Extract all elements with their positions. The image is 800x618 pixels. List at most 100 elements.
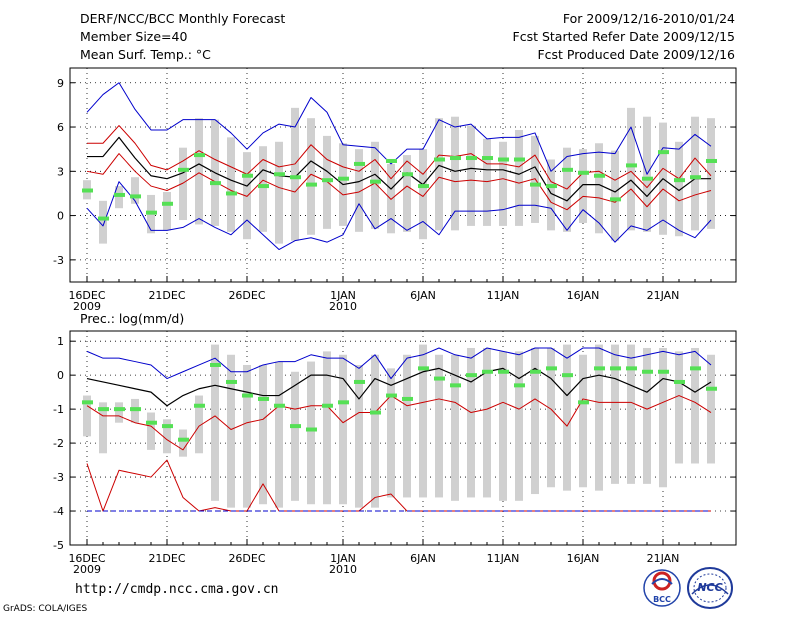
spread-bar [675, 141, 683, 237]
spread-bar [195, 395, 203, 454]
y-tick-label: 0 [57, 210, 64, 223]
spread-bar [531, 347, 539, 495]
median-mark [242, 393, 253, 398]
median-mark [338, 400, 349, 405]
median-mark [706, 386, 717, 391]
median-mark [210, 181, 221, 186]
spread-bar [579, 354, 587, 488]
bcc-logo-text: BCC [653, 595, 671, 604]
spread-bar [115, 402, 123, 423]
spread-bar [483, 347, 491, 498]
spread-bar [195, 118, 203, 225]
spread-bar [707, 118, 715, 229]
median-mark [194, 403, 205, 408]
spread-bar [99, 402, 107, 454]
median-mark [578, 400, 589, 405]
mean-line [87, 136, 711, 202]
spread-bar [147, 412, 155, 450]
spread-bar [259, 146, 267, 232]
spread-bar [227, 354, 235, 508]
median-mark [530, 182, 541, 187]
lower-quartile-line [86, 153, 712, 211]
median-mark [658, 369, 669, 374]
spread-bar [307, 118, 315, 235]
y-tick-label: 9 [57, 77, 64, 90]
x-tick-year: 2010 [329, 300, 357, 313]
median-mark [370, 179, 381, 184]
upper-quartile-line [87, 125, 712, 190]
median-mark [226, 191, 237, 196]
y-tick-label: -1 [53, 403, 64, 416]
spread-bar [419, 344, 427, 498]
median-mark [594, 173, 605, 178]
median-mark [114, 407, 125, 412]
bcc-logo: BCC [643, 569, 681, 607]
y-tick-label: -5 [53, 539, 64, 552]
spread-bar [115, 186, 123, 209]
x-tick-label: 26DEC [228, 289, 265, 302]
median-mark [130, 194, 141, 199]
x-tick-label: 1JAN [330, 552, 356, 565]
median-mark [690, 366, 701, 371]
median-mark [274, 172, 285, 177]
x-tick-label: 6JAN [410, 289, 436, 302]
median-mark [610, 366, 621, 371]
median-mark [546, 184, 557, 189]
min-line [86, 181, 712, 251]
x-tick-label: 6JAN [410, 552, 436, 565]
median-mark [482, 369, 493, 374]
spread-bar [467, 125, 475, 226]
spread-bar [99, 200, 107, 244]
max-line [86, 82, 712, 175]
spread-bar [627, 107, 635, 231]
median-mark [370, 410, 381, 415]
x-tick-label: 11JAN [487, 552, 520, 565]
chart-title: DERF/NCC/BCC Monthly Forecast [80, 11, 286, 26]
spread-bar [259, 364, 267, 505]
source-url[interactable]: http://cmdp.ncc.cma.gov.cn [75, 582, 279, 597]
median-mark [162, 424, 173, 429]
spread-bar [627, 344, 635, 484]
spread-bar [243, 364, 251, 508]
spread-bar [339, 354, 347, 505]
median-mark [386, 393, 397, 398]
max-line [86, 347, 712, 380]
x-tick-label: 21DEC [148, 289, 185, 302]
y-tick-label: -3 [53, 254, 64, 267]
median-mark [690, 175, 701, 180]
median-mark [354, 161, 365, 166]
member-size: Member Size=40 [80, 29, 188, 44]
variable-label: Mean Surf. Temp.: °C [80, 47, 211, 62]
median-mark [306, 182, 317, 187]
median-mark [306, 427, 317, 432]
spread-bar [707, 354, 715, 464]
spread-bar [499, 351, 507, 501]
median-mark [210, 362, 221, 367]
median-mark [98, 216, 109, 221]
spread-bar [163, 419, 171, 454]
x-tick-year: 2010 [329, 563, 357, 576]
spread-bar [467, 347, 475, 498]
median-mark [674, 379, 685, 384]
spread-bar [563, 147, 571, 232]
spread-bar [403, 155, 411, 232]
median-mark [178, 167, 189, 172]
forecast-started-date: Fcst Started Refer Date 2009/12/15 [512, 29, 736, 44]
x-tick-label: 16JAN [567, 552, 600, 565]
spread-bar [131, 177, 139, 204]
y-tick-label: 6 [57, 121, 64, 134]
spread-bar [547, 159, 555, 231]
spread-bar [515, 351, 523, 501]
spread-bar [547, 347, 555, 488]
median-mark [386, 158, 397, 163]
spread-bar [659, 347, 667, 488]
spread-bar [499, 141, 507, 226]
median-mark [274, 403, 285, 408]
median-mark [194, 153, 205, 158]
median-mark [322, 403, 333, 408]
spread-bar [595, 344, 603, 491]
median-mark [146, 420, 157, 425]
plot-frame [69, 330, 737, 546]
median-mark [466, 156, 477, 161]
median-mark [114, 192, 125, 197]
